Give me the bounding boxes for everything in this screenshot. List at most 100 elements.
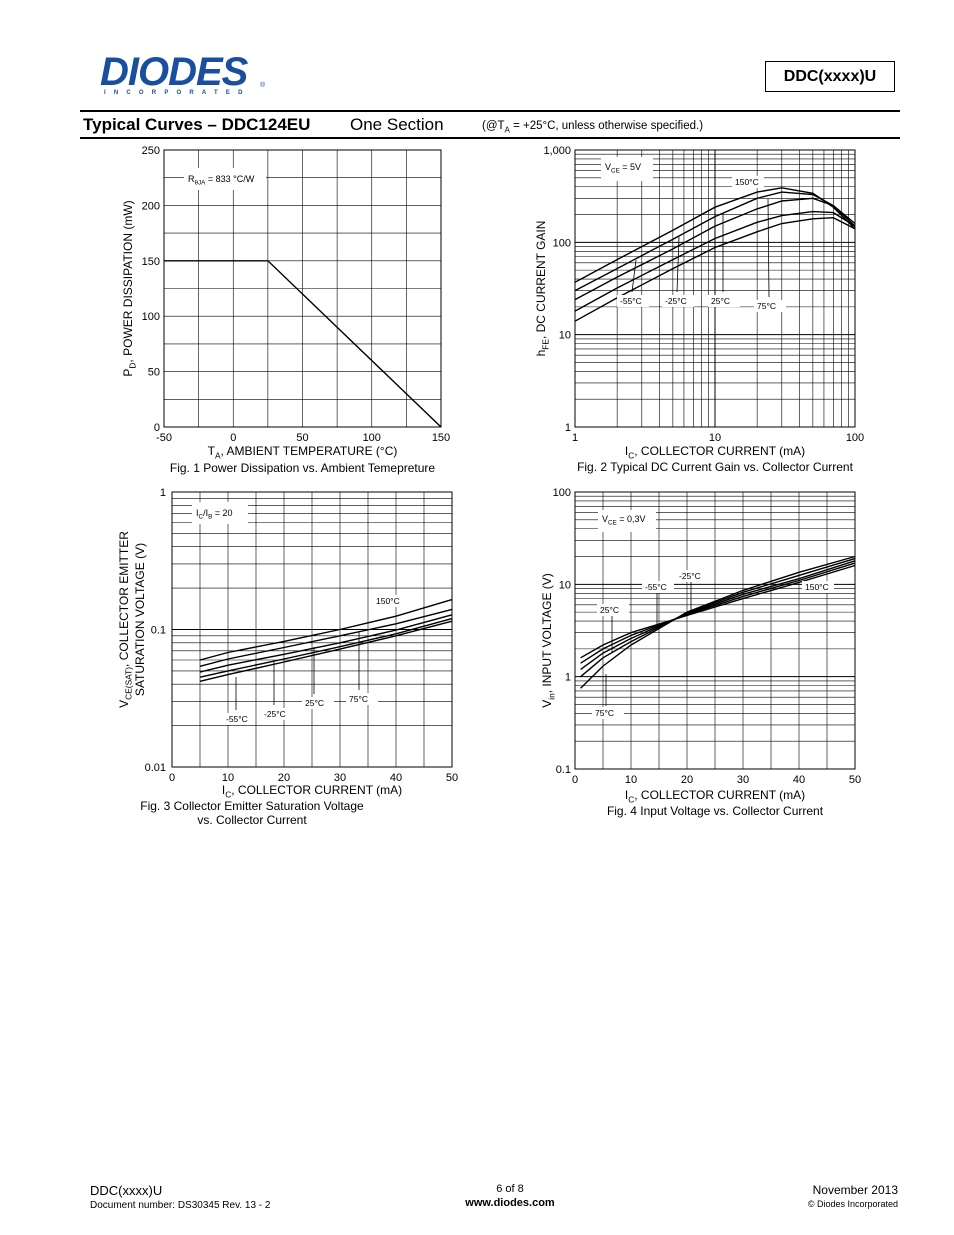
fig3-annotation: IC/IB = 20 — [196, 508, 233, 521]
fig3-annotation-part-3: B — [208, 514, 212, 521]
fig3-temp-label: 150°C — [376, 596, 400, 606]
fig2-annotation-part-1: CE — [611, 168, 620, 175]
section-title: Typical Curves – DDC124EU — [83, 115, 311, 134]
fig4-series-line — [580, 562, 856, 664]
logo-wordmark: DIODES — [100, 50, 248, 94]
fig1-caption: Fig. 1 Power Dissipation vs. Ambient Tem… — [170, 461, 436, 475]
fig1-ytick-label: 100 — [142, 311, 160, 323]
fig2-ytick-label: 1,000 — [543, 145, 571, 157]
fig3-xtick-label: 50 — [446, 772, 458, 784]
fig3-ytick-label: 0.01 — [145, 762, 166, 774]
fig4-temp-label-bg — [802, 581, 834, 593]
fig2-xtick-label: 100 — [846, 432, 864, 444]
fig4-annotation-part-2: = 0,3V — [617, 514, 646, 524]
fig4-xlabel-part-2: , COLLECTOR CURRENT (mA) — [634, 788, 805, 802]
fig1-annotation-part-0: R — [188, 174, 195, 184]
cond-suffix: = +25°C, unless otherwise specified.) — [509, 120, 704, 132]
fig2-annotation-part-2: = 5V — [620, 162, 641, 172]
fig3-series-line — [199, 620, 453, 682]
fig3-series-line — [199, 617, 453, 678]
fig1-annotation-part-1: θJA — [195, 180, 207, 187]
fig2-annotation-bg — [601, 157, 653, 181]
logo-registered-mark: ® — [260, 82, 266, 89]
fig4-ytick-label: 10 — [559, 579, 571, 591]
fig3-temp-label: -25°C — [264, 709, 286, 719]
fig2-temp-label-bg — [708, 295, 740, 307]
fig1-xtick-label: -50 — [156, 432, 172, 444]
footer-url[interactable]: www.diodes.com — [465, 1197, 555, 1209]
fig2-caption: Fig. 2 Typical DC Current Gain vs. Colle… — [577, 460, 854, 474]
fig4-xtick-label: 0 — [572, 774, 578, 786]
fig2-ylabel-part-2: , DC CURRENT GAIN — [534, 221, 548, 339]
logo-subtitle: INCORPORATED — [104, 90, 251, 96]
fig4-temp-label: 75°C — [595, 708, 614, 718]
fig3-xlabel-part-0: I — [222, 783, 225, 797]
fig4-temp-label-bg — [642, 581, 674, 593]
fig1-frame — [163, 149, 442, 428]
fig1-xlabel-part-2: , AMBIENT TEMPERATURE (°C) — [221, 444, 398, 458]
footer-part: DDC(xxxx)U — [90, 1183, 163, 1198]
fig4-temp-label-bg — [597, 604, 629, 616]
fig1-ytick-label: 250 — [142, 145, 160, 157]
fig4-series-line — [580, 560, 856, 670]
fig3-ylabel: VCE(SAT), COLLECTOR EMITTER — [117, 531, 134, 708]
fig3-xlabel: IC, COLLECTOR CURRENT (mA) — [222, 783, 402, 800]
fig1-xlabel-part-1: A — [215, 451, 221, 461]
fig1-ytick-label: 200 — [142, 200, 160, 212]
fig3-series-line — [199, 614, 453, 673]
fig3-ytick-label: 0.1 — [151, 625, 166, 637]
fig3-temp-label-bg — [261, 708, 293, 720]
fig2-series-line — [574, 216, 856, 322]
fig4-xlabel-part-1: C — [628, 795, 634, 805]
fig1-xlabel: TA, AMBIENT TEMPERATURE (°C) — [208, 444, 398, 461]
fig4-xlabel-part-0: I — [625, 788, 628, 802]
fig3-caption-line1: Fig. 3 Collector Emitter Saturation Volt… — [140, 799, 364, 813]
fig3-ylabel-line2: SATURATION VOLTAGE (V) — [133, 543, 147, 696]
fig2-temp-label: -55°C — [620, 296, 642, 306]
fig2-xlabel-part-0: I — [625, 444, 628, 458]
fig3-temp-label-bg — [223, 713, 255, 725]
fig2-series-line — [574, 210, 856, 312]
fig4-frame — [574, 491, 856, 770]
fig4-ylabel-part-2: , INPUT VOLTAGE (V) — [540, 573, 554, 693]
fig3-temp-label: 25°C — [305, 698, 324, 708]
fig2-temp-label-bg — [732, 176, 764, 188]
fig2-ylabel-part-0: h — [534, 350, 548, 357]
fig2-temp-label-bg — [617, 295, 649, 307]
fig4-xtick-label: 40 — [793, 774, 805, 786]
fig3-xtick-label: 0 — [169, 772, 175, 784]
fig4-annotation-bg — [598, 510, 656, 532]
fig2-xlabel: IC, COLLECTOR CURRENT (mA) — [625, 444, 805, 461]
fig1-xtick-label: 150 — [432, 432, 450, 444]
fig2-xtick-label: 10 — [709, 432, 721, 444]
fig2-temp-label: 150°C — [735, 177, 759, 187]
cond-prefix: (@T — [482, 120, 505, 132]
fig1-xtick-label: 50 — [296, 432, 308, 444]
fig1-ylabel: PD, POWER DISSIPATION (mW) — [121, 200, 138, 376]
fig2-xlabel-part-2: , COLLECTOR CURRENT (mA) — [634, 444, 805, 458]
fig1-xtick-label: 100 — [363, 432, 381, 444]
fig3-xtick-label: 30 — [334, 772, 346, 784]
fig4-ylabel: Vin, INPUT VOLTAGE (V) — [540, 573, 557, 708]
fig3-series-line — [199, 598, 453, 661]
fig4-ytick-label: 100 — [553, 487, 571, 499]
fig3-temp-label-bg — [302, 697, 334, 709]
fig1-ytick-label: 150 — [142, 256, 160, 268]
fig3-frame — [171, 491, 453, 768]
fig1-xtick-label: 0 — [230, 432, 236, 444]
fig4-temp-label: 150°C — [805, 582, 829, 592]
fig2-ylabel-part-1: FE — [541, 339, 551, 350]
fig2-temp-pointer — [676, 236, 680, 293]
fig3-caption-line2: vs. Collector Current — [197, 813, 307, 827]
fig1-ylabel-part-2: , POWER DISSIPATION (mW) — [121, 200, 135, 362]
header-rule-bottom — [80, 137, 900, 139]
fig1-annotation-bg — [184, 168, 266, 190]
test-condition: (@TA = +25°C, unless otherwise specified… — [482, 120, 703, 134]
fig2-temp-label-bg — [662, 295, 694, 307]
fig3-ylabel-part-0: V — [117, 700, 131, 708]
fig2-annotation-part-0: V — [605, 162, 611, 172]
fig2-frame — [574, 149, 856, 428]
section-subtitle: One Section — [350, 115, 444, 134]
